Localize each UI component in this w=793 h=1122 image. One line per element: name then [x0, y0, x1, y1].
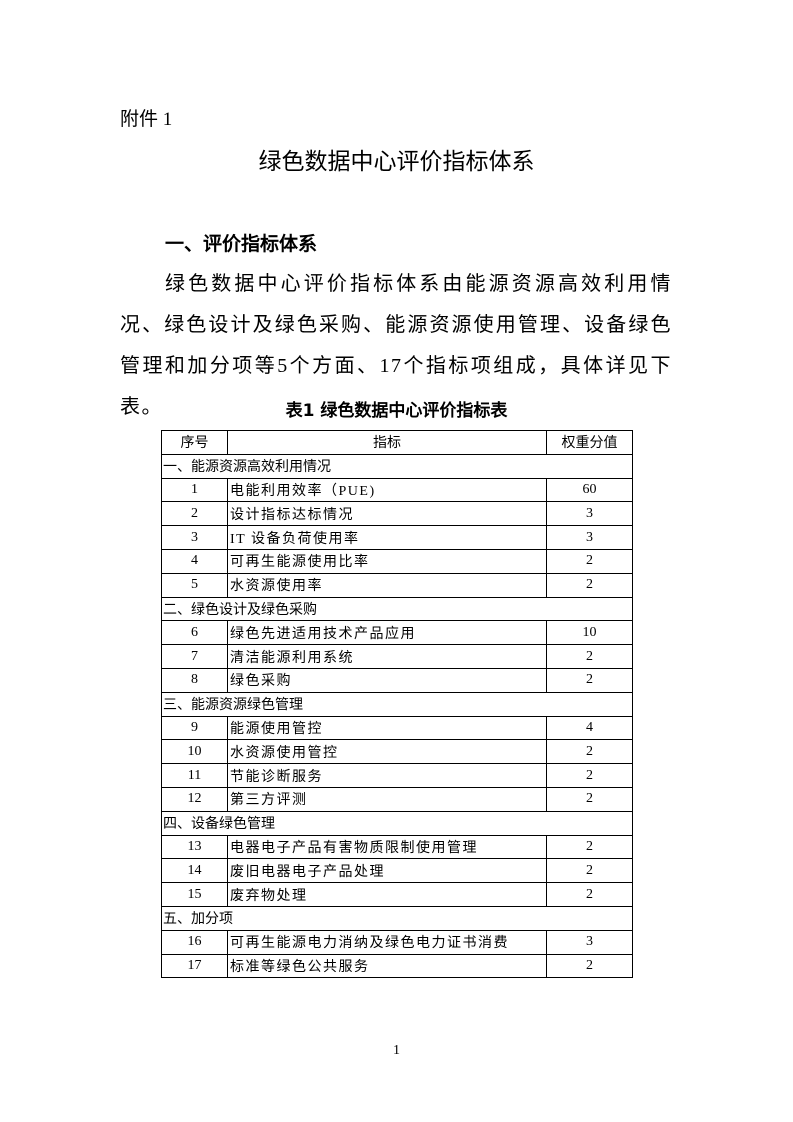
indicator-name: 绿色采购 [227, 667, 547, 693]
table-row: 15 废弃物处理 2 [161, 882, 633, 907]
weight-value: 60 [546, 477, 633, 503]
indicator-name: 清洁能源利用系统 [227, 644, 547, 669]
row-number: 6 [161, 620, 228, 646]
weight-value: 2 [546, 953, 633, 979]
weight-value: 3 [546, 525, 633, 550]
table-row: 17 标准等绿色公共服务 2 [161, 953, 633, 979]
row-number: 10 [161, 739, 228, 765]
weight-value: 2 [546, 572, 633, 598]
header-indicator: 指标 [227, 430, 547, 455]
weight-value: 2 [546, 739, 633, 765]
page-number: 1 [393, 1043, 400, 1058]
header-weight: 权重分值 [546, 430, 633, 455]
section-row: 四、设备绿色管理 [161, 810, 633, 836]
section-title: 五、加分项 [161, 905, 633, 931]
section-heading: 一、评价指标体系 [165, 233, 318, 255]
weight-value: 2 [546, 667, 633, 693]
table-row: 4 可再生能源使用比率 2 [161, 548, 633, 574]
indicator-name: IT 设备负荷使用率 [227, 525, 547, 550]
weight-value: 10 [546, 620, 633, 646]
row-number: 14 [161, 858, 228, 884]
indicator-name: 能源使用管控 [227, 715, 547, 741]
row-number: 16 [161, 929, 228, 955]
table-row: 6 绿色先进适用技术产品应用 10 [161, 620, 633, 646]
weight-value: 2 [546, 763, 633, 788]
section-title: 二、绿色设计及绿色采购 [161, 596, 633, 622]
table-row: 2 设计指标达标情况 3 [161, 501, 633, 527]
section-title: 三、能源资源绿色管理 [161, 691, 633, 717]
row-number: 1 [161, 477, 228, 503]
section-row: 一、能源资源高效利用情况 [161, 453, 633, 479]
row-number: 11 [161, 763, 228, 788]
weight-value: 2 [546, 786, 633, 812]
indicator-name: 节能诊断服务 [227, 763, 547, 788]
section-row: 五、加分项 [161, 905, 633, 931]
weight-value: 4 [546, 715, 633, 741]
indicator-name: 电能利用效率（PUE) [227, 477, 547, 503]
row-number: 15 [161, 882, 228, 907]
row-number: 3 [161, 525, 228, 550]
attachment-label: 附件 1 [120, 109, 173, 130]
weight-value: 3 [546, 929, 633, 955]
table-row: 5 水资源使用率 2 [161, 572, 633, 598]
weight-value: 2 [546, 882, 633, 907]
indicator-name: 废旧电器电子产品处理 [227, 858, 547, 884]
weight-value: 2 [546, 858, 633, 884]
table-row: 12 第三方评测 2 [161, 786, 633, 812]
indicator-name: 废弃物处理 [227, 882, 547, 907]
document-title: 绿色数据中心评价指标体系 [258, 149, 535, 175]
table-row: 13 电器电子产品有害物质限制使用管理 2 [161, 834, 633, 860]
indicator-name: 第三方评测 [227, 786, 547, 812]
weight-value: 3 [546, 501, 633, 527]
weight-value: 2 [546, 834, 633, 860]
indicator-name: 水资源使用率 [227, 572, 547, 598]
row-number: 7 [161, 644, 228, 669]
row-number: 12 [161, 786, 228, 812]
row-number: 13 [161, 834, 228, 860]
indicator-table: 序号 指标 权重分值 一、能源资源高效利用情况 1 电能利用效率（PUE) 60 2 设计… [161, 430, 633, 979]
indicator-name: 设计指标达标情况 [227, 501, 547, 527]
indicator-name: 可再生能源使用比率 [227, 548, 547, 574]
table-header-row: 序号 指标 权重分值 [161, 430, 633, 455]
weight-value: 2 [546, 548, 633, 574]
section-title: 一、能源资源高效利用情况 [161, 453, 633, 479]
section-title: 四、设备绿色管理 [161, 810, 633, 836]
body-paragraph: 绿色数据中心评价指标体系由能源资源高效利用情况、绿色设计及绿色采购、能源资源使用… [120, 273, 672, 418]
row-number: 2 [161, 501, 228, 527]
table-row: 3 IT 设备负荷使用率 3 [161, 525, 633, 550]
table-caption: 表1 绿色数据中心评价指标表 [285, 401, 508, 421]
section-row: 三、能源资源绿色管理 [161, 691, 633, 717]
indicator-name: 水资源使用管控 [227, 739, 547, 765]
weight-value: 2 [546, 644, 633, 669]
table-row: 10 水资源使用管控 2 [161, 739, 633, 765]
row-number: 17 [161, 953, 228, 979]
row-number: 5 [161, 572, 228, 598]
table-row: 9 能源使用管控 4 [161, 715, 633, 741]
table-row: 11 节能诊断服务 2 [161, 763, 633, 788]
table-row: 14 废旧电器电子产品处理 2 [161, 858, 633, 884]
indicator-name: 可再生能源电力消纳及绿色电力证书消费 [227, 929, 547, 955]
table-row: 7 清洁能源利用系统 2 [161, 644, 633, 669]
table-row: 1 电能利用效率（PUE) 60 [161, 477, 633, 503]
header-no: 序号 [161, 430, 228, 455]
section-row: 二、绿色设计及绿色采购 [161, 596, 633, 622]
table-row: 16 可再生能源电力消纳及绿色电力证书消费 3 [161, 929, 633, 955]
indicator-name: 绿色先进适用技术产品应用 [227, 620, 547, 646]
row-number: 8 [161, 667, 228, 693]
row-number: 9 [161, 715, 228, 741]
row-number: 4 [161, 548, 228, 574]
indicator-name: 标准等绿色公共服务 [227, 953, 547, 979]
table-row: 8 绿色采购 2 [161, 667, 633, 693]
indicator-name: 电器电子产品有害物质限制使用管理 [227, 834, 547, 860]
